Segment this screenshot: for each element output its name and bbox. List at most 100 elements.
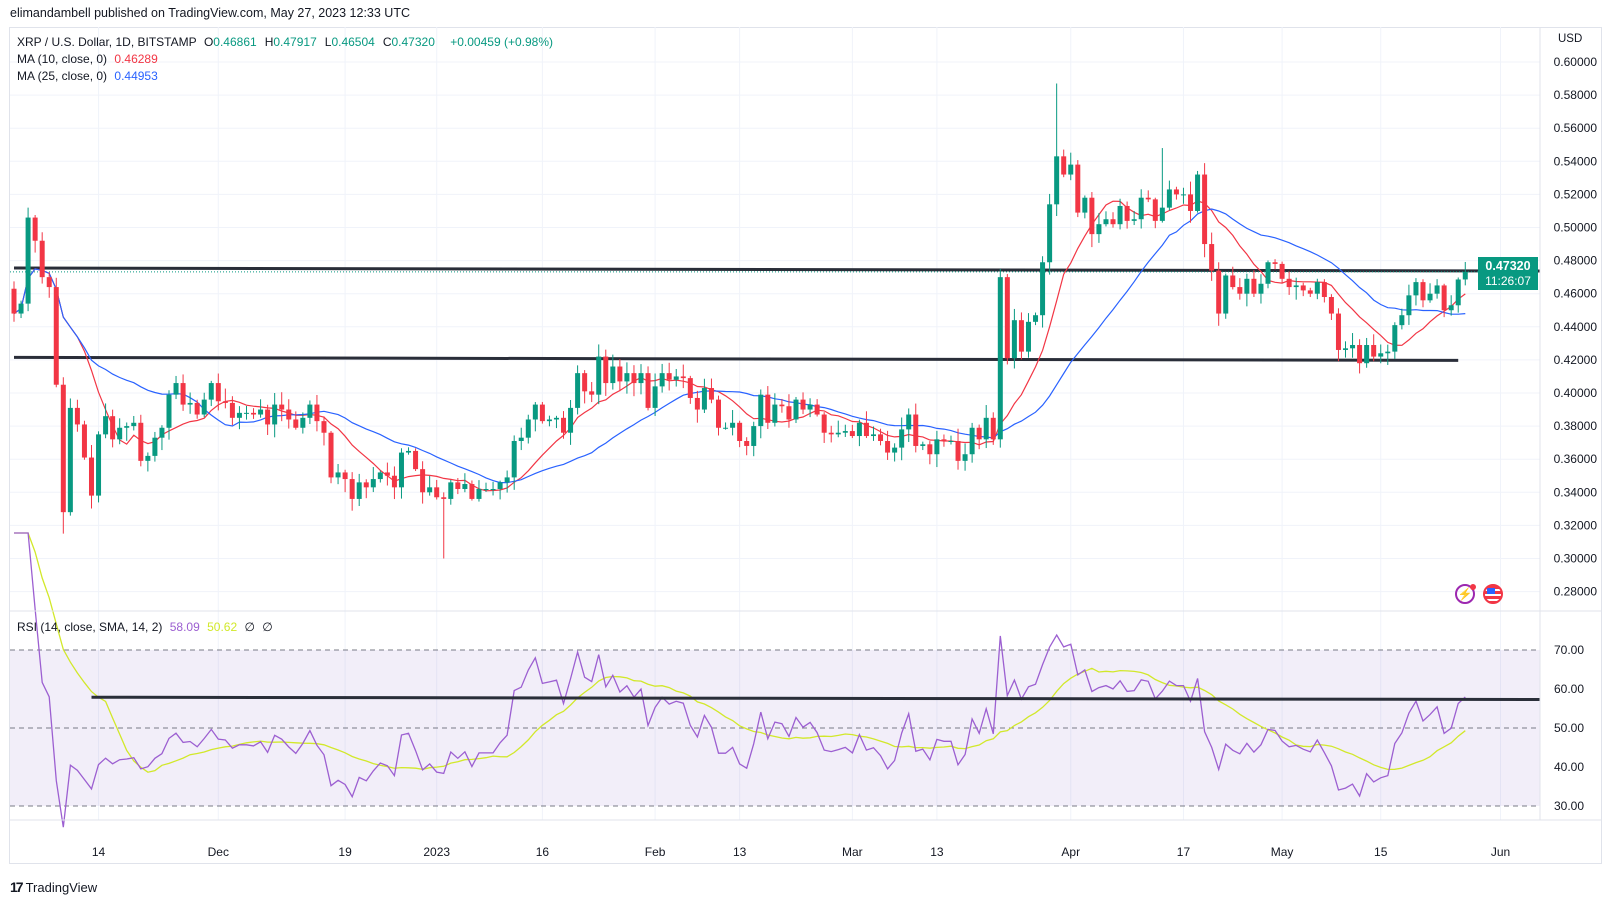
candle-body: [159, 427, 165, 438]
candle: [1286, 271, 1292, 295]
candle-body: [11, 288, 17, 314]
price-tick-label: 0.28000: [1554, 585, 1598, 599]
rsi-sma-value: 50.62: [207, 620, 238, 634]
candle-body: [1159, 207, 1165, 221]
candle-body: [723, 427, 729, 429]
time-tick-label: 13: [733, 845, 747, 859]
candle: [1364, 337, 1370, 368]
candle-body: [32, 217, 38, 241]
candle: [427, 475, 433, 496]
horizontal-level-line: [13, 266, 1541, 273]
candle-body: [215, 383, 221, 402]
price-tick-label: 0.52000: [1554, 187, 1598, 201]
candle: [553, 415, 559, 429]
candle: [131, 415, 137, 431]
time-tick-label: 19: [338, 845, 352, 859]
time-tick-label: 14: [92, 845, 106, 859]
price-tick-label: 0.44000: [1554, 320, 1598, 334]
candle: [398, 448, 404, 499]
candle: [955, 428, 961, 470]
candle: [1272, 259, 1278, 270]
candle: [1406, 284, 1412, 325]
candle: [88, 445, 94, 509]
candle: [46, 272, 52, 298]
us-flag-icon[interactable]: [1483, 584, 1503, 604]
candle: [1350, 333, 1356, 358]
candle: [962, 443, 968, 471]
candle-body: [138, 422, 144, 461]
legend-ma10[interactable]: MA (10, close, 0) 0.46289: [17, 52, 162, 66]
candle: [666, 362, 672, 391]
candle-body: [814, 404, 820, 415]
candle: [969, 422, 975, 463]
candle-body: [1371, 345, 1377, 357]
candle-body: [74, 407, 80, 425]
candle-body: [1188, 194, 1194, 211]
candle: [236, 406, 242, 430]
ma25-value: 0.44953: [114, 69, 158, 83]
candle: [272, 392, 278, 438]
candle: [870, 426, 876, 441]
candle-body: [730, 422, 736, 428]
price-tick-label: 0.54000: [1554, 154, 1598, 168]
candle-body: [279, 404, 285, 410]
lightning-icon[interactable]: ⚡: [1455, 584, 1476, 604]
candle-body: [1131, 219, 1137, 221]
candle: [920, 441, 926, 451]
candle-body: [990, 417, 996, 440]
candle: [589, 382, 595, 403]
candle-body: [997, 277, 1003, 440]
rsi-pane: [10, 532, 1540, 828]
tradingview-logo[interactable]: 17 TradingView: [10, 879, 97, 895]
candle: [1441, 283, 1447, 318]
candle: [624, 362, 630, 394]
price-tick-label: 0.50000: [1554, 221, 1598, 235]
candle-body: [863, 422, 869, 437]
candle: [1223, 273, 1229, 319]
candle-body: [1054, 156, 1060, 205]
candle: [821, 412, 827, 443]
candle: [406, 447, 412, 455]
rsi-tick-label: 30.00: [1554, 799, 1584, 813]
candle: [258, 399, 264, 418]
candle: [1385, 344, 1391, 365]
candle: [483, 482, 489, 492]
candle: [892, 443, 898, 462]
candle-body: [772, 404, 778, 423]
candle: [511, 435, 517, 490]
candle-body: [1462, 271, 1468, 280]
ohlc-l: L0.46504: [324, 35, 375, 49]
candle-body: [1145, 197, 1151, 200]
candle-body: [582, 373, 588, 392]
candle-body: [511, 440, 517, 478]
candle: [1392, 322, 1398, 360]
candle: [1096, 213, 1102, 243]
candle-body: [673, 376, 679, 380]
candle-body: [1300, 285, 1306, 291]
legend-ma25[interactable]: MA (25, close, 0) 0.44953: [17, 69, 162, 83]
candle-body: [955, 440, 961, 461]
candle: [716, 395, 721, 436]
candle-body: [913, 414, 919, 446]
candle: [497, 480, 503, 500]
candle: [1279, 261, 1285, 284]
candle-body: [1258, 283, 1264, 294]
bar-countdown: 11:26:07: [1485, 274, 1531, 288]
candle: [1321, 279, 1327, 303]
candle: [842, 424, 848, 437]
candle: [687, 375, 693, 404]
legend-rsi[interactable]: RSI (14, close, SMA, 14, 2) 58.09 50.62 …: [17, 620, 277, 634]
candle-body: [243, 412, 249, 414]
candle-body: [525, 419, 531, 438]
candle-body: [60, 384, 66, 513]
candle-body: [603, 356, 609, 384]
candle-body: [842, 431, 848, 433]
candle: [208, 380, 214, 407]
symbol-title[interactable]: XRP / U.S. Dollar, 1D, BITSTAMP: [17, 35, 197, 49]
candle-body: [624, 373, 630, 382]
candle: [448, 479, 454, 505]
candle-body: [1124, 205, 1130, 221]
candle: [765, 386, 771, 430]
candle-body: [293, 419, 299, 428]
